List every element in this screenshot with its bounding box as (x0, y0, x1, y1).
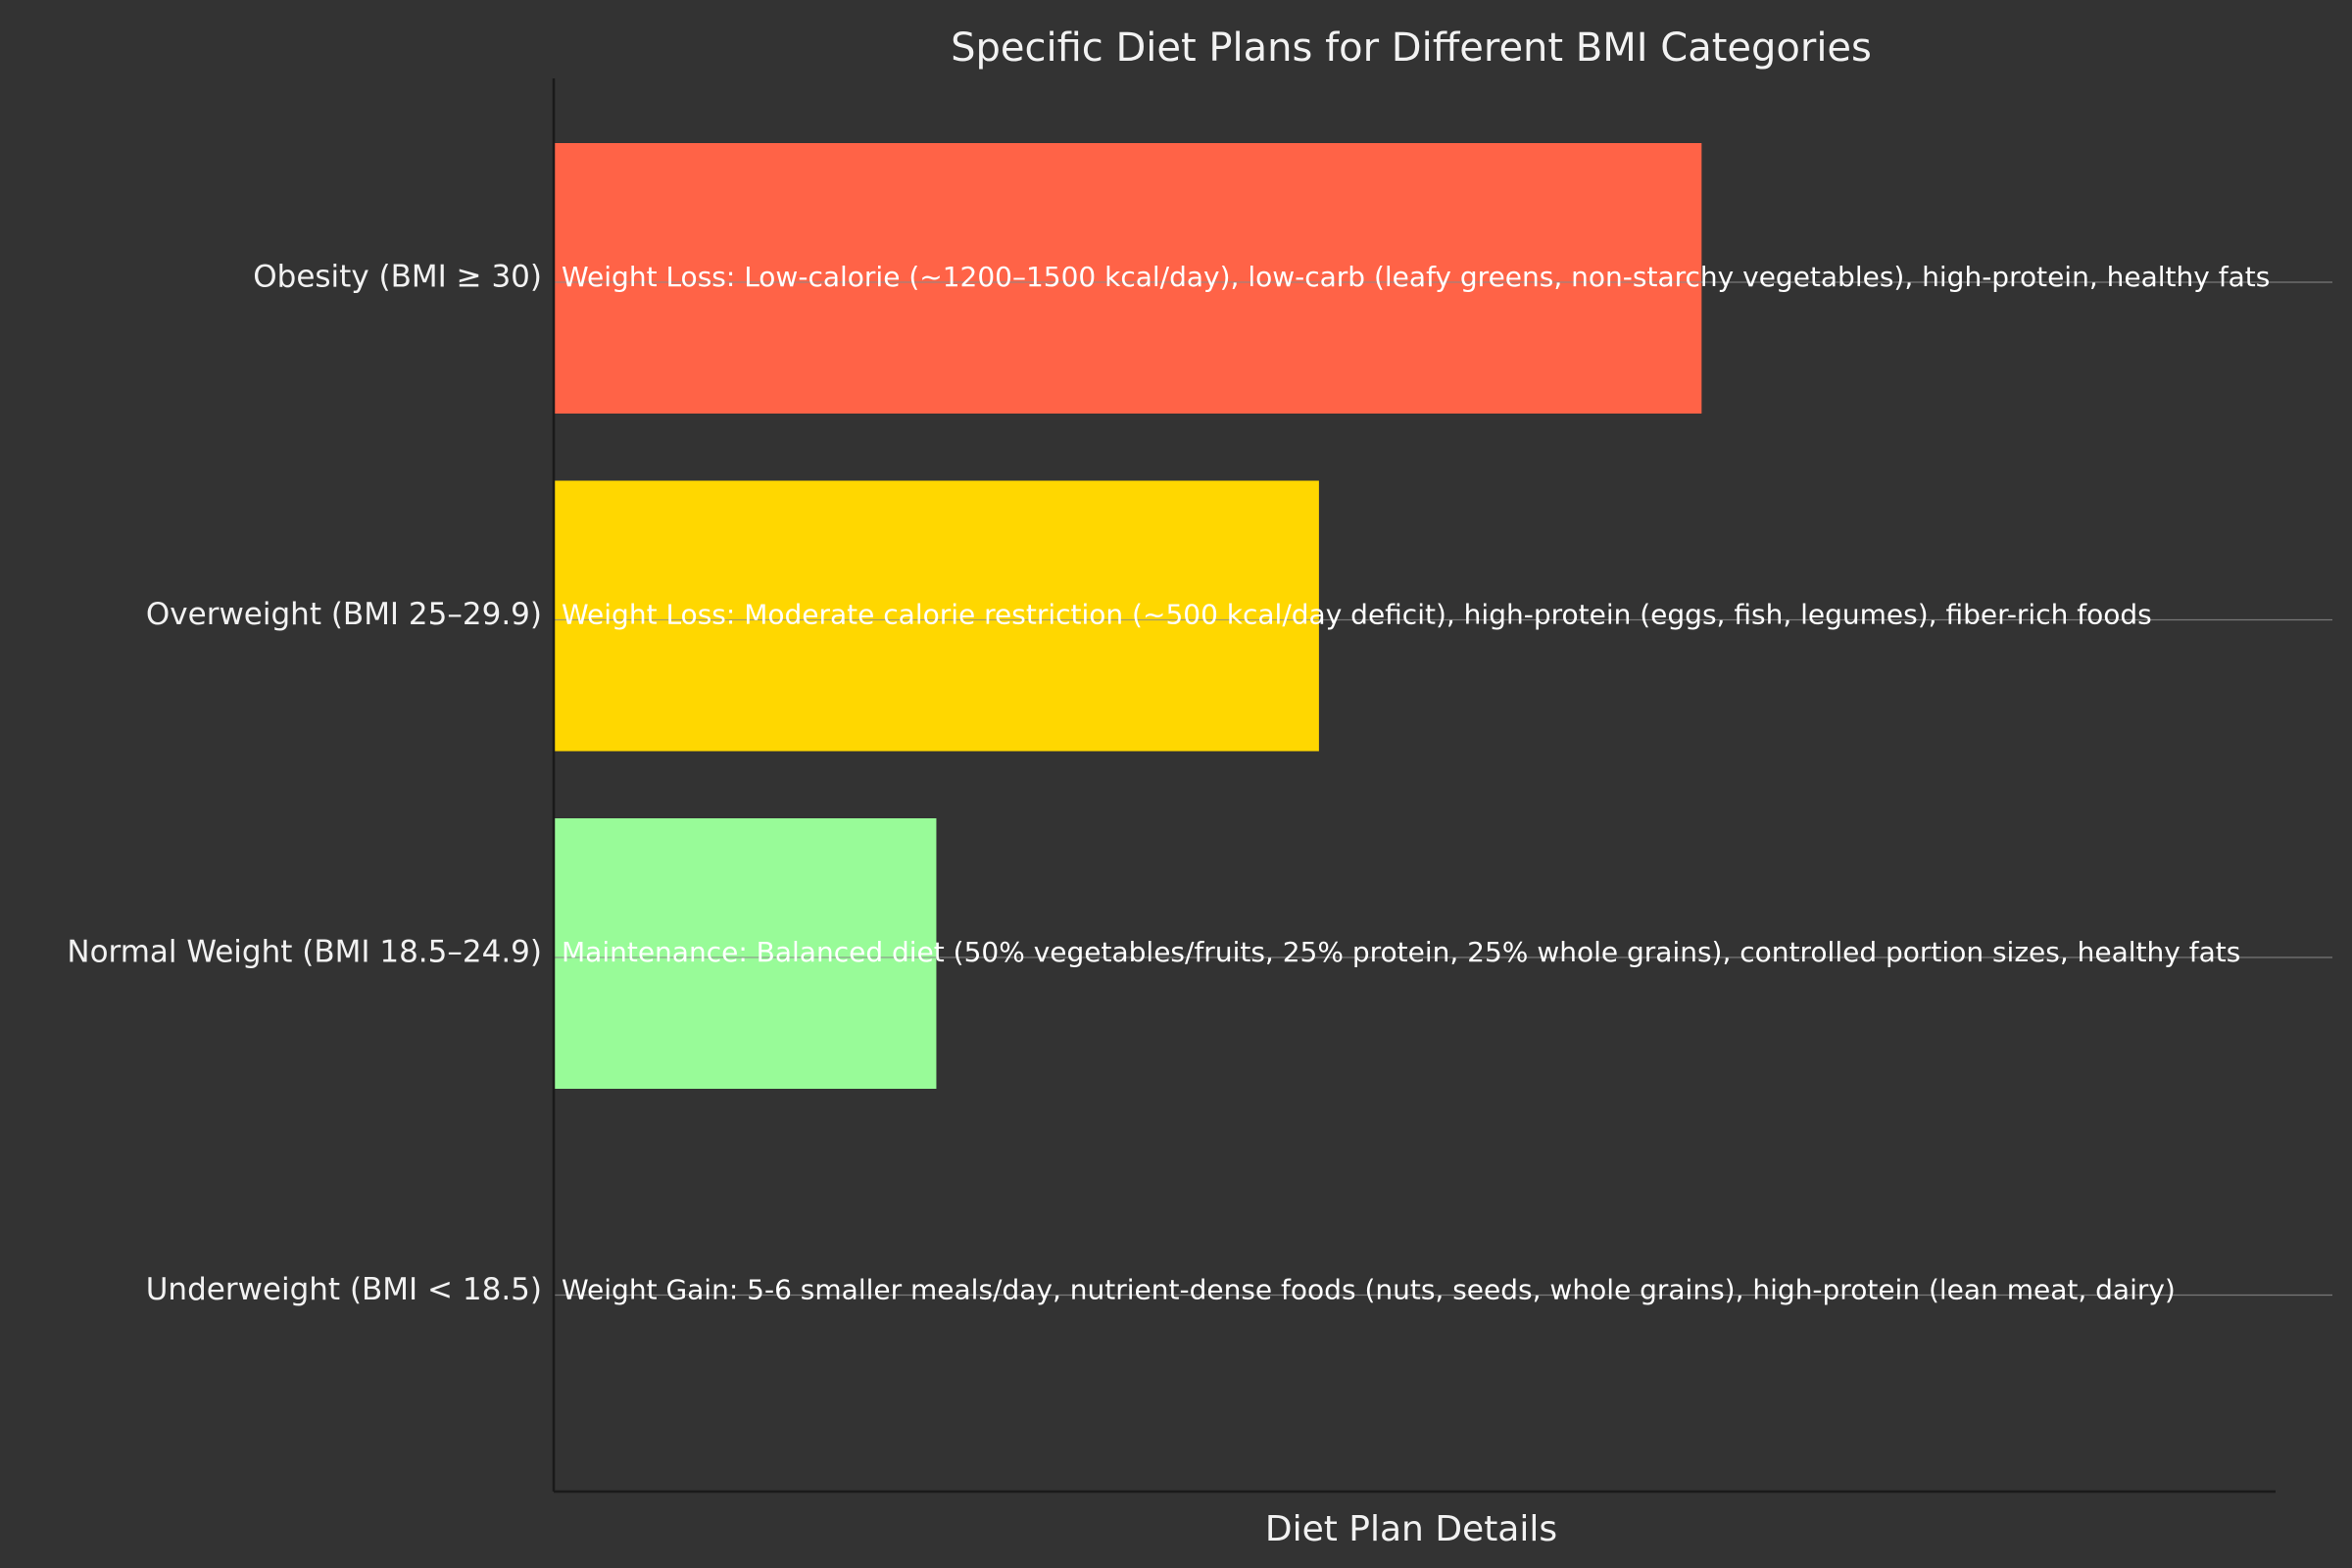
bar-2 (554, 818, 937, 1089)
y-tick-label-2: Normal Weight (BMI 18.5–24.9) (67, 935, 542, 970)
bar-annotation-4: Weight Loss: Low-calorie (~1200–1500 kca… (562, 261, 2270, 293)
y-tick-label-1: Underweight (BMI < 18.5) (146, 1272, 542, 1307)
x-axis-label: Diet Plan Details (1265, 1509, 1557, 1549)
bar-4 (554, 143, 1702, 414)
bar-3 (554, 480, 1319, 752)
bar-annotation-3: Weight Loss: Moderate calorie restrictio… (562, 599, 2152, 631)
plot-area: Weight Gain: 5-6 smaller meals/day, nutr… (67, 143, 2332, 1307)
chart-title: Specific Diet Plans for Different BMI Ca… (951, 25, 1872, 71)
bar-annotation-1: Weight Gain: 5-6 smaller meals/day, nutr… (562, 1274, 2176, 1306)
bar-annotation-2: Maintenance: Balanced diet (50% vegetabl… (562, 936, 2240, 968)
y-tick-label-4: Obesity (BMI ≥ 30) (253, 260, 542, 295)
y-tick-label-3: Overweight (BMI 25–29.9) (146, 597, 542, 632)
